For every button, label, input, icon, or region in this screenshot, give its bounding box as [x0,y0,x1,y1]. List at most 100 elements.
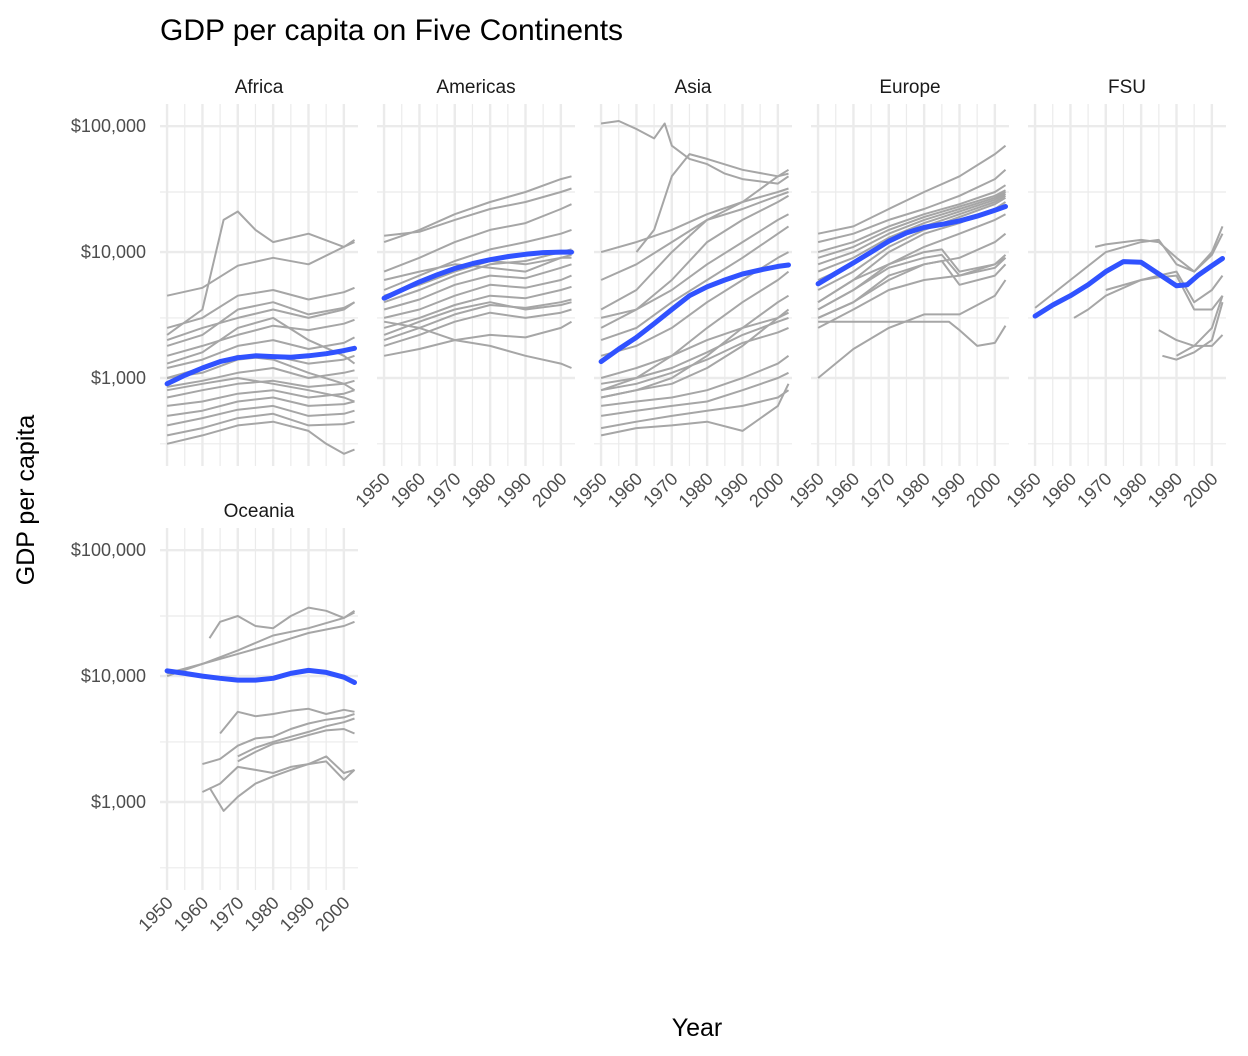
country-series-line [600,120,790,185]
x-tick-label: 1980 [241,893,283,935]
country-series-line [166,367,355,388]
country-series-line [166,301,356,342]
country-series-line [600,371,789,417]
y-axis-title: GDP per capita [12,415,40,586]
x-tick-label: 2000 [528,469,570,511]
country-series-line [383,320,573,357]
country-series-line [1105,274,1224,311]
chart-title: GDP per capita on Five Continents [160,14,623,47]
x-tick-label: 1950 [568,469,610,511]
country-series-line [166,404,355,427]
x-tick-label: 1990 [710,469,752,511]
country-series-line [383,285,572,329]
x-tick-label: 2000 [745,469,787,511]
country-series-line [201,760,356,793]
country-series-line [166,316,356,365]
country-series-line [817,260,1007,319]
country-series-line [817,193,1006,273]
facet-label: Oceania [224,501,295,522]
x-tick-label: 1970 [856,469,898,511]
country-series-line [635,153,789,253]
country-series-line [166,286,355,329]
country-series-line [166,336,355,369]
x-tick-label: 1990 [1144,469,1186,511]
x-tick-label: 1950 [351,469,393,511]
x-tick-label: 1970 [205,893,247,935]
country-series-line [208,755,355,812]
x-tick-label: 1960 [1038,469,1080,511]
country-series-line [166,239,356,297]
x-tick-label: 1960 [387,469,429,511]
x-tick-label: 1980 [892,469,934,511]
facet-africa: Africa $1,000 $10,000 $100,000 [71,77,358,466]
country-series-line [166,420,355,455]
country-series-line [600,251,789,357]
x-tick-label: 1980 [458,469,500,511]
country-series-line [208,606,355,639]
x-tick-label: 1990 [493,469,535,511]
country-series-line [166,620,355,675]
facet-label: Europe [879,77,940,98]
country-series-line [237,728,355,763]
country-series-line [600,168,790,281]
country-series-line [1094,233,1224,273]
country-series-line [1034,226,1224,309]
x-tick-label: 1950 [785,469,827,511]
country-series-line [383,228,572,291]
x-tick-label: 1990 [276,893,318,935]
country-series-line [383,175,572,244]
y-tick-label: $10,000 [81,666,146,686]
x-tick-label: 1970 [639,469,681,511]
country-series-line [166,377,355,403]
x-tick-label: 1980 [675,469,717,511]
country-series-line [600,354,790,407]
trend-line [164,345,357,387]
country-series-line [600,389,790,430]
country-series-line [600,294,790,399]
country-series-line [818,320,1007,347]
panel-grid [811,104,1009,466]
country-series-line [817,253,1007,311]
country-series-line [166,389,355,407]
country-series-line [166,210,355,336]
facet-label: Americas [436,77,515,98]
x-tick-label: 1970 [422,469,464,511]
x-tick-label: 1960 [170,893,212,935]
y-tick-label: $100,000 [71,116,146,136]
trend-line [164,667,357,685]
country-series-line [383,320,572,369]
facet-label: FSU [1108,77,1146,98]
country-series-line [383,308,572,347]
facet-oceania: Oceania $1,000 $10,000 $100,000 195019601970… [71,501,358,935]
country-series-line [600,311,789,379]
country-series-line [600,326,789,392]
x-tick-label: 1990 [927,469,969,511]
country-series-line [166,301,355,347]
country-series-line [383,274,572,319]
country-series-line [383,187,572,237]
x-tick-label: 1960 [604,469,646,511]
y-tick-label: $1,000 [91,792,146,812]
y-tick-label: $1,000 [91,368,146,388]
country-series-line [383,263,572,311]
country-series-line [817,256,1007,329]
country-series-line [600,383,790,437]
facet-panels: Africa$1,000$10,000$100,000Americas19501… [71,77,1226,935]
x-tick-label: 2000 [962,469,1004,511]
x-tick-label: 1950 [134,893,176,935]
country-series-line [817,189,1006,259]
country-series-line [817,191,1006,266]
x-tick-label: 1970 [1073,469,1115,511]
country-series-line [600,316,789,385]
country-series-line [166,318,355,357]
facet-label: Africa [235,77,284,98]
panel-grid [377,104,575,466]
x-tick-label: 1950 [1002,469,1044,511]
trend-line [815,204,1008,287]
country-series-line [383,301,572,336]
